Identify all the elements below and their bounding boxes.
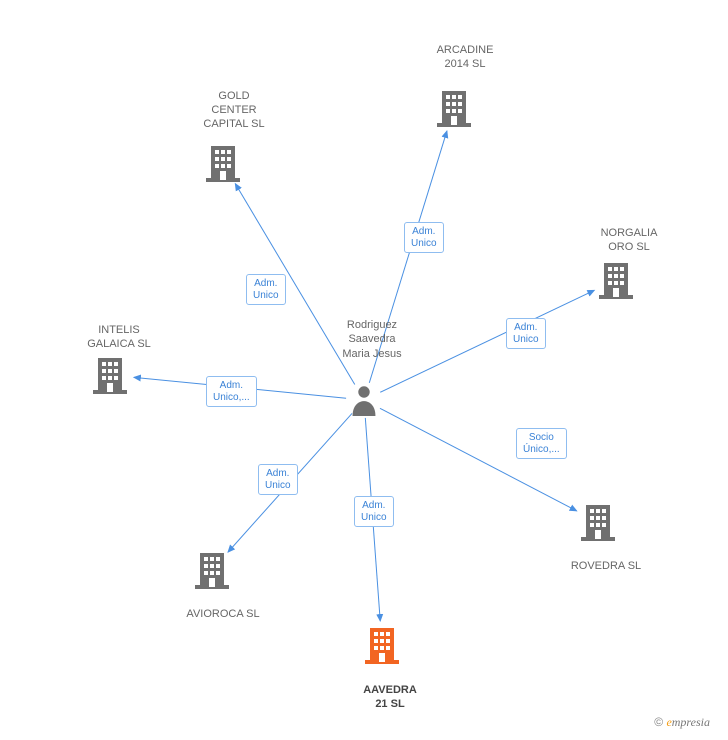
building-icon [581, 503, 615, 541]
node-label: ROVEDRA SL [556, 560, 656, 574]
building-icon [93, 356, 127, 394]
edge-label: Adm. Unico [404, 222, 444, 253]
node-label: NORGALIA ORO SL [584, 227, 674, 255]
edge-label: Adm. Unico [354, 496, 394, 527]
building-icon [599, 261, 633, 299]
edge-line [380, 408, 577, 511]
building-icon [195, 551, 229, 589]
center-node-label: Rodriguez Saavedra Maria Jesus [332, 318, 412, 361]
edge-label: Adm. Unico [246, 274, 286, 305]
building-icon [206, 144, 240, 182]
node-label: INTELIS GALAICA SL [74, 324, 164, 352]
node-label: AVIOROCA SL [168, 608, 278, 622]
edge-label: Adm. Unico [258, 464, 298, 495]
edge-label: Socio Único,... [516, 428, 567, 459]
diagram-canvas: Rodriguez Saavedra Maria Jesus [0, 0, 728, 740]
node-label: GOLD CENTER CAPITAL SL [194, 90, 274, 131]
building-icon [365, 626, 399, 664]
node-label: AAVEDRA 21 SL [350, 684, 430, 712]
brand-tail: mpresia [672, 715, 710, 729]
edge-line [380, 290, 594, 392]
edge-label: Adm. Unico [506, 318, 546, 349]
copyright: © empresia [654, 715, 710, 730]
copyright-symbol: © [654, 715, 663, 729]
building-icon [437, 89, 471, 127]
person-icon [350, 384, 378, 416]
edge-label: Adm. Unico,... [206, 376, 257, 407]
node-label: ARCADINE 2014 SL [420, 44, 510, 72]
